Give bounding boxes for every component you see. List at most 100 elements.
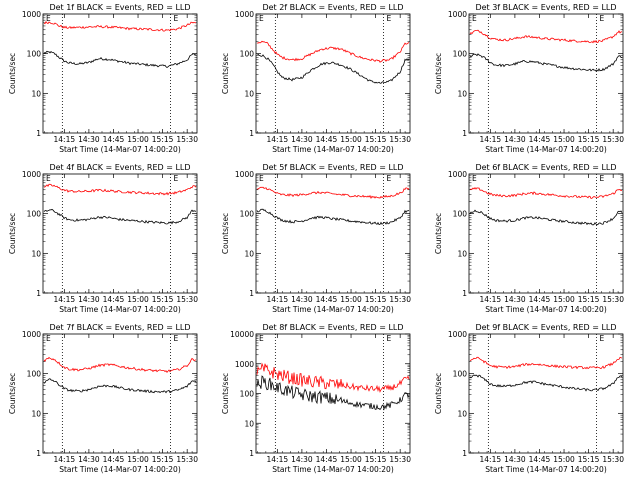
chart-title: Det 7f BLACK = Events, RED = LLD [49,323,190,332]
y-tick-label: 10 [457,249,467,258]
y-tick-label: 10 [457,409,467,418]
event-marker-label: E [386,14,391,23]
y-axis-label: Counts/sec [8,53,17,94]
lld-series-line [43,20,197,32]
y-axis-label: Counts/sec [221,373,230,414]
detector-panel-1: Det 1f BLACK = Events, RED = LLD 1 10 100 10… [0,0,213,160]
x-tick-label: 15:30 [389,295,411,304]
x-tick-label: 14:30 [78,455,100,464]
x-tick-label: 15:00 [340,455,362,464]
x-tick-label: 15:15 [365,295,387,304]
plot-frame [42,13,198,134]
y-tick-label: 100 [453,50,468,59]
x-tick-label: 14:15 [54,135,76,144]
event-marker-label: E [386,334,391,343]
x-axis-label: Start Time (14-Mar-07 14:00:20) [59,145,181,154]
chart-title: Det 6f BLACK = Events, RED = LLD [475,163,616,172]
x-tick-label: 14:30 [291,295,313,304]
chart-svg: Det 5f BLACK = Events, RED = LLD 1 10 100 10… [221,163,411,314]
events-series-line [257,53,410,84]
y-tick-label: 1000 [22,170,41,179]
y-axis-label: Counts/sec [8,213,17,254]
x-tick-label: 14:15 [54,295,76,304]
chart-svg: Det 3f BLACK = Events, RED = LLD 1 10 100 10… [434,3,624,154]
y-tick-label: 10 [244,419,254,428]
detector-panel-5: Det 5f BLACK = Events, RED = LLD 1 10 100 10… [213,160,426,320]
y-tick-label: 10 [244,89,254,98]
x-axis-label: Start Time (14-Mar-07 14:00:20) [59,465,181,474]
x-axis-label: Start Time (14-Mar-07 14:00:20) [485,145,607,154]
detector-panel-3: Det 3f BLACK = Events, RED = LLD 1 10 100 10… [426,0,639,160]
x-tick-label: 15:30 [602,455,624,464]
y-axis-label: Counts/sec [434,53,443,94]
y-tick-label: 100 [240,390,255,399]
y-tick-label: 10 [457,89,467,98]
x-axis-label: Start Time (14-Mar-07 14:00:20) [485,305,607,314]
x-tick-label: 15:30 [602,135,624,144]
y-tick-label: 100 [453,210,468,219]
y-tick-label: 1000 [235,170,254,179]
y-tick-label: 1000 [235,360,254,369]
event-marker-label: E [173,14,178,23]
x-tick-label: 15:00 [127,135,149,144]
x-axis-label: Start Time (14-Mar-07 14:00:20) [59,305,181,314]
x-tick-label: 15:00 [127,455,149,464]
y-axis-label: Counts/sec [434,373,443,414]
events-series-line [43,208,196,225]
event-marker-label: E [599,14,604,23]
x-tick-label: 14:45 [529,295,551,304]
x-tick-label: 14:30 [78,135,100,144]
x-tick-label: 15:15 [578,135,600,144]
x-axis-label: Start Time (14-Mar-07 14:00:20) [272,145,394,154]
events-series-line [256,208,410,226]
event-marker-label: E [259,14,264,23]
detector-panel-4: Det 4f BLACK = Events, RED = LLD 1 10 100 10… [0,160,213,320]
y-tick-label: 1 [36,289,41,298]
y-tick-label: 1 [462,289,467,298]
lld-series-line [43,356,197,373]
lld-series-line [256,40,410,63]
x-tick-label: 15:00 [127,295,149,304]
y-tick-label: 1 [462,449,467,458]
plot-frame [255,173,411,294]
y-tick-label: 1000 [448,170,467,179]
x-tick-label: 14:45 [103,135,125,144]
x-tick-label: 14:15 [480,135,502,144]
plot-frame [42,173,198,294]
event-marker-label: E [386,174,391,183]
event-marker-label: E [472,334,477,343]
x-tick-label: 15:30 [176,135,198,144]
y-tick-label: 100 [453,370,468,379]
lld-series-line [469,29,623,44]
chart-title: Det 1f BLACK = Events, RED = LLD [49,3,190,12]
event-marker-label: E [46,174,51,183]
y-tick-label: 10 [31,89,41,98]
x-tick-label: 14:45 [529,135,551,144]
x-tick-label: 14:15 [267,135,289,144]
event-marker-label: E [259,334,264,343]
chart-title: Det 4f BLACK = Events, RED = LLD [49,163,190,172]
chart-svg: Det 2f BLACK = Events, RED = LLD 1 10 100 10… [221,3,411,154]
event-marker-label: E [46,14,51,23]
lld-series-line [469,356,623,370]
x-tick-label: 14:45 [316,455,338,464]
event-marker-label: E [599,334,604,343]
x-tick-label: 15:30 [176,455,198,464]
events-series-line [469,53,623,72]
y-tick-label: 1 [36,449,41,458]
x-tick-label: 14:45 [316,295,338,304]
x-tick-label: 15:30 [389,135,411,144]
x-tick-label: 15:00 [553,455,575,464]
y-tick-label: 1000 [448,10,467,19]
x-tick-label: 14:30 [291,455,313,464]
detector-panel-9: Det 9f BLACK = Events, RED = LLD 1 10 100 10… [426,320,639,480]
y-tick-label: 100 [240,50,255,59]
x-tick-label: 15:15 [578,295,600,304]
x-tick-label: 15:30 [176,295,198,304]
plot-frame [468,173,624,294]
chart-svg: Det 9f BLACK = Events, RED = LLD 1 10 100 10… [434,323,624,474]
events-series-line [469,374,623,392]
y-tick-label: 100 [240,210,255,219]
chart-svg: Det 4f BLACK = Events, RED = LLD 1 10 100 10… [8,163,198,314]
plot-frame [468,333,624,454]
